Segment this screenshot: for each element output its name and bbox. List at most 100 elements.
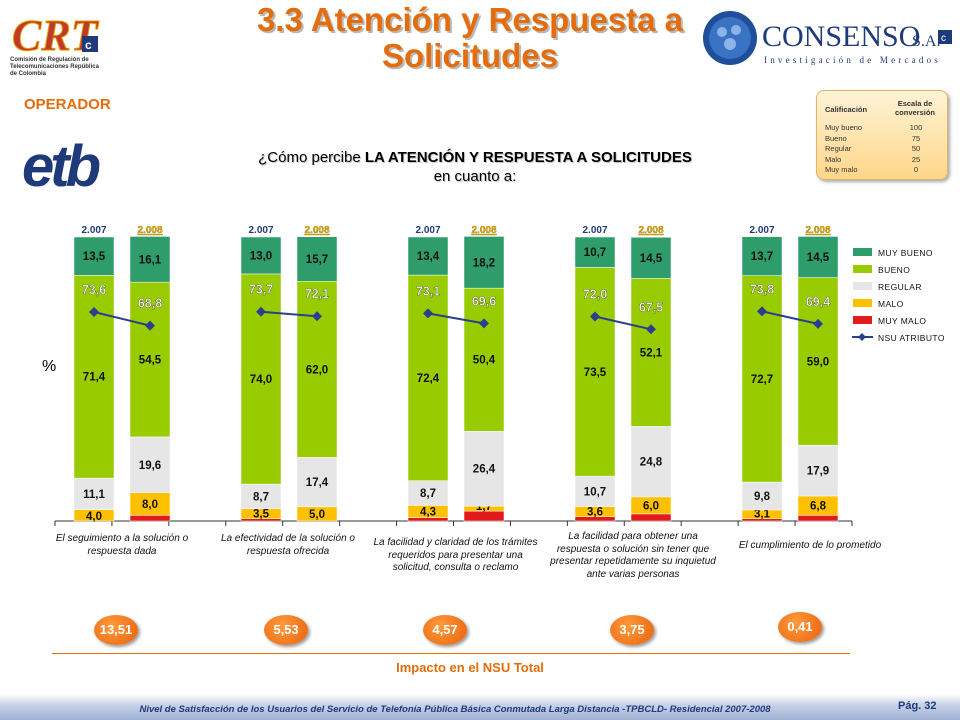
- consenso-logo-text: CONSENSO: [762, 20, 920, 53]
- year-label: 2.007: [415, 225, 440, 236]
- bar-segment-muy-bueno: [73, 236, 115, 276]
- nsu-label: 73,1: [416, 284, 440, 298]
- nsu-point: [813, 318, 823, 329]
- impact-badge: 5,53: [264, 615, 308, 645]
- crt-logo-text: CRT: [12, 11, 100, 60]
- bar-segment-muy-bueno: [296, 236, 338, 282]
- etb-logo: etb: [22, 136, 104, 196]
- scale-row-value: 75: [911, 133, 921, 143]
- bar-segment-regular: [240, 483, 282, 510]
- bar-segment-muy-bueno: [574, 236, 616, 268]
- scale-row-label: Regular: [825, 144, 852, 153]
- data-label: 73,5: [584, 367, 607, 379]
- nsu-point: [256, 306, 266, 317]
- bar-segment-muy-malo: [129, 515, 171, 522]
- nsu-label: 73,7: [249, 283, 273, 297]
- impact-badge: 3,75: [610, 615, 654, 645]
- category-caption: La efectividad de la solución o respuest…: [221, 533, 355, 557]
- year-label: 2.007: [248, 225, 273, 236]
- scale-row-value: 25: [911, 154, 921, 164]
- data-label: 8,7: [253, 491, 269, 503]
- scale-header-conversion: Escala de conversión: [894, 99, 935, 117]
- data-label: 19,6: [139, 460, 161, 472]
- footer-bar: [0, 694, 960, 720]
- scale-header-rating: Calificación: [825, 105, 868, 114]
- svg-text:c: c: [85, 38, 92, 52]
- data-label: 13,7: [751, 251, 773, 263]
- page-number: Pág. 32: [898, 700, 937, 712]
- question-topic: LA ATENCIÓN Y RESPUESTA A SOLICITUDES: [364, 149, 692, 166]
- legend-swatch: [853, 282, 872, 290]
- footer-text: Nivel de Satisfacción de los Usuarios de…: [139, 704, 771, 715]
- data-label: 3,6: [587, 507, 603, 519]
- data-label: 26,4: [473, 464, 496, 476]
- bar-segment-muy-bueno: [407, 236, 449, 276]
- legend-label: NSU ATRIBUTO: [878, 333, 945, 343]
- legend-swatch: [853, 316, 872, 324]
- nsu-label: 73,6: [82, 283, 106, 297]
- year-label: 2.008: [805, 225, 830, 236]
- data-label: 4,3: [420, 506, 436, 518]
- bar-segment-regular: [463, 431, 505, 507]
- y-axis-unit: %: [42, 358, 57, 375]
- data-label: 16,1: [139, 254, 162, 266]
- nsu-point: [590, 311, 600, 322]
- etb-logo-text: etb: [22, 136, 100, 196]
- scale-row: Muy malo 0: [825, 165, 935, 175]
- data-label: 10,7: [584, 247, 606, 259]
- nsu-point: [757, 306, 767, 317]
- data-label: 50,4: [473, 355, 496, 367]
- data-label: 8,7: [420, 488, 436, 500]
- bar-segment-bueno: [797, 277, 839, 446]
- year-label: 2.007: [749, 225, 774, 236]
- impact-divider: [52, 653, 850, 654]
- question-suffix: en cuanto a:: [433, 168, 517, 185]
- bar-segment-muy-bueno: [240, 236, 282, 275]
- scale-row-label: Bueno: [825, 133, 847, 143]
- bar-segment-bueno: [296, 281, 338, 458]
- conversion-scale-box: Calificación Escala de conversión Muy bu…: [816, 90, 948, 180]
- scale-row: Malo 25: [825, 155, 935, 165]
- bar-segment-regular: [296, 457, 338, 508]
- impact-badge: 13,51: [94, 615, 138, 645]
- legend-marker: [858, 333, 866, 341]
- data-label: 18,2: [473, 257, 495, 269]
- year-label: 2.007: [582, 225, 607, 236]
- nsu-label: 69,6: [472, 294, 496, 308]
- bar-segment-regular: [73, 477, 115, 510]
- data-label: 4,0: [86, 511, 102, 523]
- bar-segment-muy-bueno: [129, 236, 171, 283]
- legend-label: MALO: [878, 299, 904, 309]
- year-label: 2.008: [638, 225, 663, 236]
- scale-row: Regular 50: [825, 144, 935, 154]
- data-label: 72,7: [751, 374, 773, 386]
- nsu-label: 69,4: [806, 295, 830, 309]
- bar-segment-bueno: [574, 267, 616, 477]
- data-label: 74,0: [250, 374, 272, 386]
- scale-row: Bueno 75: [825, 134, 935, 144]
- data-label: 17,9: [807, 466, 829, 478]
- bar-segment-bueno: [129, 281, 171, 438]
- bar-segment-muy-malo: [630, 513, 672, 522]
- bar-segment-regular: [797, 444, 839, 497]
- bar-segment-regular: [741, 481, 783, 511]
- scale-row-label: Muy bueno: [825, 123, 863, 132]
- nsu-line: [260, 310, 318, 318]
- bar-segment-muy-bueno: [630, 237, 672, 279]
- nsu-point: [646, 324, 656, 335]
- crt-logo: CRT c: [12, 11, 101, 61]
- bar-segment-bueno: [463, 287, 505, 432]
- data-label: 3,5: [253, 509, 270, 521]
- data-label: 14,5: [807, 252, 830, 264]
- nsu-label: 72,1: [305, 287, 329, 301]
- page-title: 3.3 Atención y Respuesta a Solicitudes: [256, 1, 684, 74]
- year-label: 2.007: [81, 225, 106, 236]
- bar-segment-muy-bueno: [463, 236, 505, 289]
- nsu-line: [594, 315, 652, 331]
- consenso-logo: CONSENSO S.A. c Investigación de Mercado…: [703, 11, 952, 65]
- data-label: 71,4: [83, 372, 106, 384]
- data-label: 3,1: [754, 509, 771, 521]
- nsu-line: [761, 310, 819, 325]
- legend-swatch: [853, 265, 872, 273]
- question-prefix: ¿Cómo percibe: [258, 149, 365, 166]
